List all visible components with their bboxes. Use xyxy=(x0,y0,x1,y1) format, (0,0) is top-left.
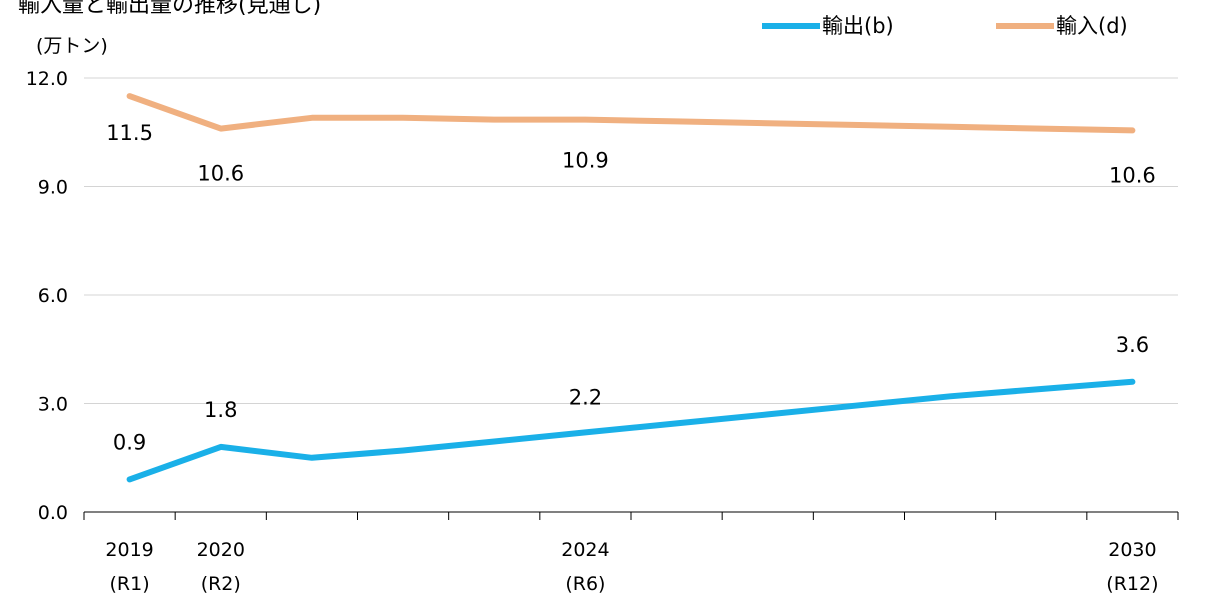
x-tick-label-era: (R2) xyxy=(201,573,241,595)
data-label: 10.9 xyxy=(562,149,609,173)
data-label: 3.6 xyxy=(1116,333,1149,357)
x-tick-label-year: 2024 xyxy=(561,539,609,561)
x-tick-label-year: 2020 xyxy=(197,539,245,561)
x-tick-label-year: 2030 xyxy=(1108,539,1156,561)
legend-label-0: 輸出(b) xyxy=(822,14,894,38)
y-tick-label: 3.0 xyxy=(38,394,68,416)
x-tick-label-year: 2019 xyxy=(105,539,153,561)
series-line-0 xyxy=(126,378,1136,483)
grid-lines xyxy=(84,77,1178,404)
legend: 輸出(b) 輸入(d) xyxy=(762,14,1128,38)
data-label: 1.8 xyxy=(204,398,237,422)
y-axis-unit-label: (万トン) xyxy=(36,35,108,57)
data-label: 2.2 xyxy=(569,385,602,409)
series-lines xyxy=(126,93,1136,483)
legend-label-1: 輸入(d) xyxy=(1056,14,1128,38)
chart-title: 輸入量と輸出量の推移(見通し) xyxy=(18,0,321,18)
axes xyxy=(83,511,1179,520)
x-tick-label-era: (R12) xyxy=(1106,573,1158,595)
y-tick-label: 0.0 xyxy=(38,502,68,524)
y-tick-label: 9.0 xyxy=(38,177,68,199)
series-line-1 xyxy=(126,93,1136,134)
data-label: 11.5 xyxy=(106,121,153,145)
x-tick-label-era: (R1) xyxy=(110,573,150,595)
y-tick-label: 6.0 xyxy=(38,285,68,307)
data-label: 0.9 xyxy=(113,430,146,454)
x-tick-labels: 2019 (R1) 2020 (R2) 2024 (R6) 2030 (R12) xyxy=(105,539,1158,595)
data-label: 10.6 xyxy=(1109,163,1156,187)
y-tick-labels: 0.0 3.0 6.0 9.0 12.0 xyxy=(26,68,68,524)
y-tick-label: 12.0 xyxy=(26,68,68,90)
data-labels: 0.9 1.8 2.2 3.6 11.5 10.6 10.9 10.6 xyxy=(106,121,1156,454)
data-label: 10.6 xyxy=(197,162,244,186)
x-tick-label-era: (R6) xyxy=(565,573,605,595)
